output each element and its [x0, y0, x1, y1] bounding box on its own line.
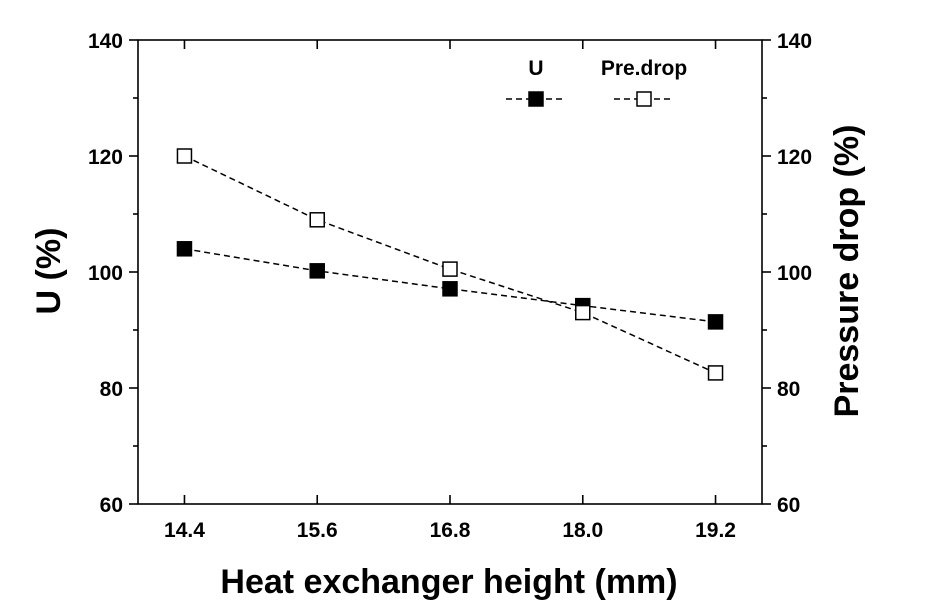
data-point-pre-drop	[309, 212, 325, 228]
data-point-pre-drop	[176, 148, 193, 164]
y-tick-label-left: 120	[88, 146, 123, 169]
x-tick-label: 16.8	[430, 519, 471, 542]
y-axis-title-right: Pressure drop (%)	[828, 125, 866, 418]
legend-marker-pre-drop	[636, 91, 652, 107]
y-tick-label-left: 60	[100, 494, 123, 517]
x-tick-label: 19.2	[695, 519, 736, 542]
ticks: 14.4 15.6 16.8 18.0 19.2 60 60 80 80 100 100 120 120…	[88, 30, 812, 542]
series-layer	[176, 148, 724, 381]
x-tick-label: 14.4	[164, 519, 205, 542]
y-tick-label-left: 80	[100, 378, 123, 401]
data-point-u	[707, 314, 724, 330]
x-axis-title: Heat exchanger height (mm)	[220, 563, 677, 601]
y-tick-label-right: 60	[777, 494, 800, 517]
y-tick-label-right: 100	[777, 262, 812, 285]
y-tick-label-left: 100	[88, 262, 123, 285]
y-tick-label-right: 140	[777, 30, 812, 53]
y-tick-label-left: 140	[88, 30, 123, 53]
legend-marker-u	[528, 91, 544, 107]
data-point-pre-drop	[442, 261, 458, 277]
x-tick-label: 18.0	[562, 519, 603, 542]
y-tick-label-right: 120	[777, 146, 812, 169]
y-axis-title-left: U (%)	[30, 228, 68, 315]
legend-label-u: U	[528, 57, 543, 80]
x-tick-label: 15.6	[297, 519, 338, 542]
data-point-pre-drop	[707, 365, 724, 381]
data-point-u	[309, 263, 325, 279]
data-point-u	[176, 241, 193, 257]
y-tick-label-right: 80	[777, 378, 800, 401]
data-point-pre-drop	[575, 304, 591, 321]
legend: U Pre.drop	[506, 57, 687, 107]
data-point-u	[442, 281, 458, 297]
legend-label-pre-drop: Pre.drop	[601, 57, 687, 80]
